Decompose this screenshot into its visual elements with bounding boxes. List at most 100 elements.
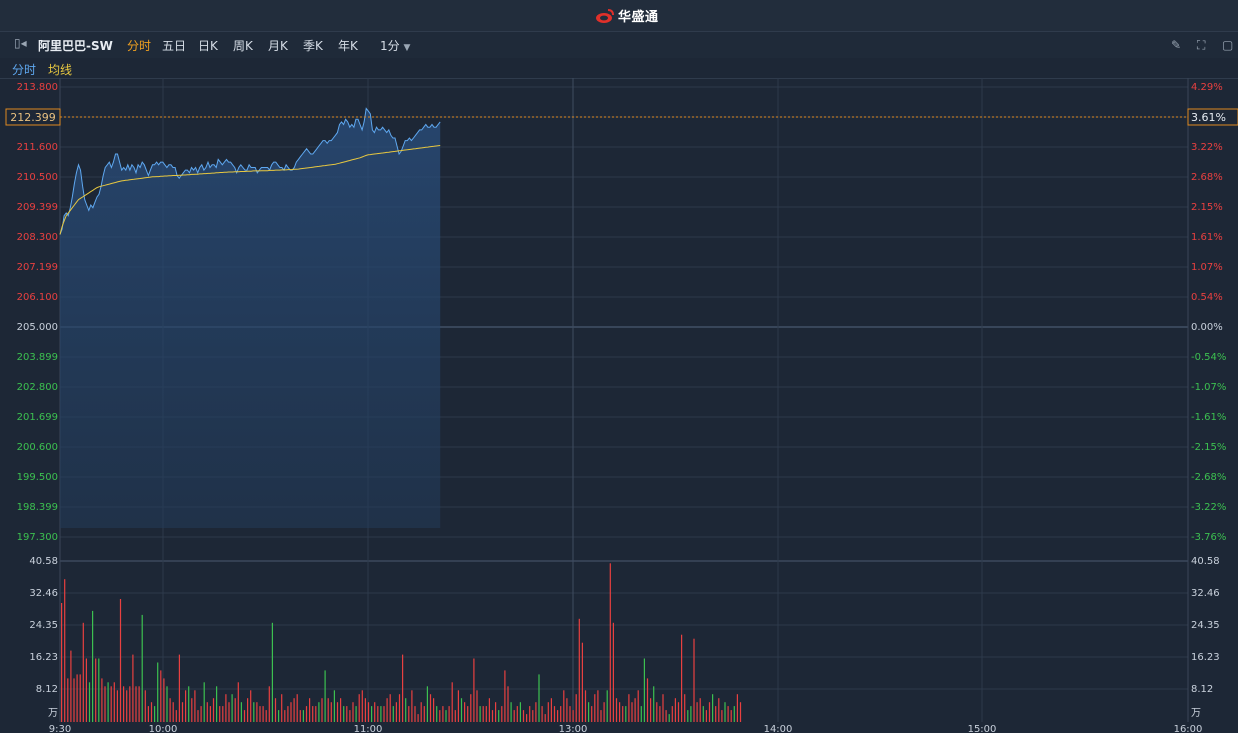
volume-bar: [147, 706, 149, 722]
current-price-box: [5, 108, 61, 126]
volume-tick-label-right: 40.58: [1191, 556, 1220, 567]
chart-toolbar: ▯◂ 阿里巴巴-SW 分时 五日 日K 周K 月K 季K 年K 1分 ▼: [0, 32, 1238, 58]
current-pct-label: 3.61%: [1191, 111, 1226, 124]
volume-bar: [352, 702, 354, 722]
volume-bar: [715, 706, 717, 722]
legend-row: 分时 均线: [0, 58, 1238, 79]
volume-bar: [408, 706, 410, 722]
volume-bar: [212, 698, 215, 722]
legend-average: 均线: [48, 63, 73, 77]
pct-tick-label: -3.22%: [1191, 502, 1226, 513]
volume-bar: [473, 658, 475, 722]
volume-bar: [411, 690, 413, 722]
volume-bar: [166, 686, 168, 722]
volume-bar: [141, 614, 143, 722]
volume-bar: [228, 702, 230, 722]
volume-bar: [197, 710, 199, 722]
volume-bar: [175, 710, 177, 722]
volume-bar: [358, 694, 360, 722]
interval-value: 1分: [380, 39, 400, 53]
collapse-sidebar-icon[interactable]: ▯◂: [14, 36, 27, 50]
volume-bar: [705, 710, 707, 722]
volume-bar: [454, 710, 456, 722]
volume-bar: [650, 698, 652, 722]
volume-bar: [346, 706, 348, 722]
volume-bar: [653, 686, 655, 722]
volume-bar: [287, 706, 289, 722]
volume-bar: [665, 710, 667, 722]
volume-bar: [113, 682, 115, 722]
tab-period-5day[interactable]: 五日: [162, 39, 187, 53]
volume-bar: [374, 702, 376, 722]
volume-tick-label: 32.46: [29, 588, 58, 599]
pct-tick-label: 4.29%: [1191, 82, 1223, 93]
volume-bar: [163, 678, 165, 722]
price-tick-label: 197.300: [17, 532, 58, 543]
volume-bar: [519, 702, 521, 722]
volume-bar: [702, 706, 704, 722]
volume-bar: [612, 622, 614, 722]
volume-bar: [247, 698, 249, 722]
volume-tick-label: 40.58: [29, 556, 58, 567]
tab-period-weekly[interactable]: 周K: [233, 39, 253, 53]
volume-bar: [333, 690, 335, 722]
volume-bar: [448, 706, 450, 722]
volume-bar: [123, 686, 125, 722]
volume-bar: [79, 674, 81, 722]
volume-bar: [135, 686, 137, 722]
volume-bar: [371, 706, 373, 722]
tab-period-quarterly[interactable]: 季K: [303, 39, 323, 53]
tab-period-monthly[interactable]: 月K: [268, 39, 288, 53]
volume-bar: [367, 702, 370, 722]
volume-bar: [160, 670, 162, 722]
volume-bar: [116, 690, 118, 722]
chevron-down-icon: ▼: [403, 43, 411, 53]
pct-tick-label: 0.00%: [1191, 322, 1223, 333]
volume-bar: [569, 706, 571, 722]
volume-bar: [488, 698, 490, 722]
volume-bar: [442, 706, 444, 722]
volume-tick-label-right: 24.35: [1191, 620, 1220, 631]
volume-bar: [501, 706, 503, 722]
volume-bar: [485, 706, 487, 722]
pct-tick-label: -2.68%: [1191, 472, 1226, 483]
volume-bar: [85, 658, 87, 722]
tab-period-daily[interactable]: 日K: [198, 39, 218, 53]
volume-bar: [433, 698, 435, 722]
tab-period-yearly[interactable]: 年K: [338, 39, 358, 53]
volume-bar: [572, 710, 574, 722]
price-tick-label: 211.600: [17, 142, 58, 153]
maximize-icon[interactable]: ▢: [1222, 38, 1234, 52]
brand-logo: 华盛通: [595, 6, 659, 25]
volume-bar: [299, 710, 301, 722]
volume-bar: [544, 714, 546, 722]
volume-bar: [324, 670, 326, 722]
price-tick-label: 201.699: [17, 412, 58, 423]
time-tick-label: 16:00: [1174, 724, 1203, 733]
interval-select[interactable]: 1分 ▼: [380, 37, 410, 54]
volume-bar: [361, 690, 363, 722]
volume-bar: [92, 610, 94, 722]
volume-bar: [110, 686, 112, 722]
volume-bar: [157, 662, 159, 722]
volume-bar: [231, 694, 233, 722]
volume-bar: [209, 706, 211, 722]
volume-bar: [609, 563, 611, 722]
volume-bar: [144, 690, 146, 722]
volume-bar: [256, 702, 258, 722]
volume-bar: [727, 706, 729, 722]
volume-bar: [460, 698, 463, 722]
volume-bar: [132, 654, 134, 722]
tab-period-intraday[interactable]: 分时: [127, 39, 152, 53]
volume-bar: [101, 678, 103, 722]
volume-bar: [305, 706, 308, 722]
volume-bar: [681, 634, 683, 722]
pct-tick-label: 1.61%: [1191, 232, 1223, 243]
price-tick-label: 209.399: [17, 202, 58, 213]
fullscreen-icon[interactable]: ⛶: [1197, 38, 1206, 52]
volume-bar: [693, 638, 695, 722]
volume-bar: [541, 706, 543, 722]
volume-bar: [560, 706, 562, 722]
pencil-icon[interactable]: ✎: [1171, 38, 1182, 52]
volume-bar: [222, 706, 224, 722]
